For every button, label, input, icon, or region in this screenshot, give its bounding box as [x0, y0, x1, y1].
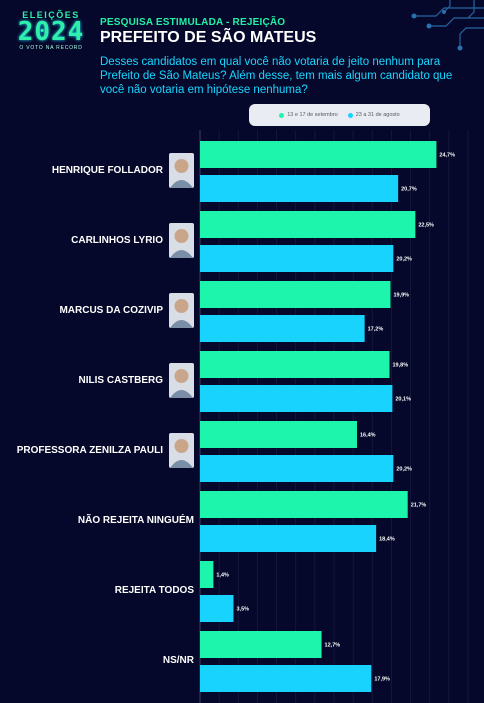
- logo-top-text: ELEIÇÕES: [22, 10, 80, 20]
- bar-value-label: 12,7%: [325, 643, 341, 649]
- chart-legend: 13 e 17 de setembro 23 a 31 de agosto: [249, 104, 430, 126]
- bar-agosto: [200, 245, 394, 272]
- photo-head: [174, 159, 189, 173]
- bar-setembro: [200, 491, 408, 518]
- legend-item-series-1: 13 e 17 de setembro: [279, 112, 338, 118]
- poll-kicker: PESQUISA ESTIMULADA - REJEIÇÃO: [100, 17, 286, 28]
- bar-setembro: [200, 211, 416, 238]
- bar-value-label: 20,7%: [401, 187, 417, 193]
- bar-setembro: [200, 351, 390, 378]
- category-label: REJEITA TODOS: [115, 585, 195, 596]
- page-title: PREFEITO DE SÃO MATEUS: [100, 29, 317, 46]
- candidate-photo: [169, 433, 194, 468]
- category-label: CARLINHOS LYRIO: [71, 235, 163, 246]
- bar-setembro: [200, 421, 357, 448]
- bar-agosto: [200, 175, 399, 202]
- logo-year: 2024: [17, 17, 85, 47]
- category-label: MARCUS DA COZIVIP: [59, 305, 163, 316]
- poll-question: Desses candidatos em qual você não votar…: [100, 56, 453, 96]
- candidate-photo: [169, 223, 194, 258]
- photo-shoulders: [170, 320, 193, 328]
- bar-setembro: [200, 141, 437, 168]
- candidate-photo: [169, 153, 194, 188]
- photo-head: [174, 299, 189, 313]
- bar-value-label: 17,9%: [374, 677, 390, 683]
- candidate-photo: [169, 293, 194, 328]
- bar-value-label: 20,2%: [396, 257, 412, 263]
- photo-head: [174, 369, 189, 383]
- category-label: NILIS CASTBERG: [79, 375, 164, 386]
- bar-value-label: 21,7%: [411, 503, 427, 509]
- category-label: NS/NR: [163, 655, 195, 666]
- legend-label-series-1: 13 e 17 de setembro: [287, 112, 338, 118]
- bar-setembro: [200, 631, 322, 658]
- bar-agosto: [200, 315, 365, 342]
- category-label: NÃO REJEITA NINGUÉM: [78, 513, 194, 526]
- bar-value-label: 19,8%: [393, 363, 409, 369]
- bar-value-label: 20,1%: [395, 397, 411, 403]
- photo-head: [174, 229, 189, 243]
- bar-value-label: 17,2%: [368, 327, 384, 333]
- bar-agosto: [200, 525, 377, 552]
- photo-shoulders: [170, 460, 193, 468]
- bar-agosto: [200, 455, 394, 482]
- candidate-photo: [169, 363, 194, 398]
- category-label: HENRIQUE FOLLADOR: [52, 165, 164, 176]
- logo-subtitle: O VOTO NA RECORD: [19, 45, 83, 51]
- bar-value-label: 24,7%: [439, 153, 455, 159]
- bar-setembro: [200, 281, 391, 308]
- bar-value-label: 19,9%: [393, 293, 409, 299]
- category-label: PROFESSORA ZENILZA PAULI: [17, 445, 164, 456]
- photo-head: [174, 439, 189, 453]
- legend-item-series-2: 23 a 31 de agosto: [347, 112, 400, 118]
- bar-agosto: [200, 595, 234, 622]
- photo-shoulders: [170, 390, 193, 398]
- elections-2024-logo: ELEIÇÕES 2024 O VOTO NA RECORD: [10, 10, 92, 54]
- bar-value-label: 18,4%: [379, 537, 395, 543]
- bar-agosto: [200, 665, 372, 692]
- bar-value-label: 1,4%: [216, 573, 229, 579]
- photo-shoulders: [170, 180, 193, 188]
- bar-value-label: 16,4%: [360, 433, 376, 439]
- bar-setembro: [200, 561, 214, 588]
- bar-value-label: 22,5%: [418, 223, 434, 229]
- bar-value-label: 20,2%: [396, 467, 412, 473]
- legend-label-series-2: 23 a 31 de agosto: [355, 112, 400, 118]
- circuit-decoration: [411, 0, 484, 51]
- photo-shoulders: [170, 250, 193, 258]
- bar-value-label: 3,5%: [237, 607, 250, 613]
- legend-swatch-series-1: [279, 112, 285, 118]
- bar-agosto: [200, 385, 393, 412]
- legend-swatch-series-2: [347, 112, 353, 118]
